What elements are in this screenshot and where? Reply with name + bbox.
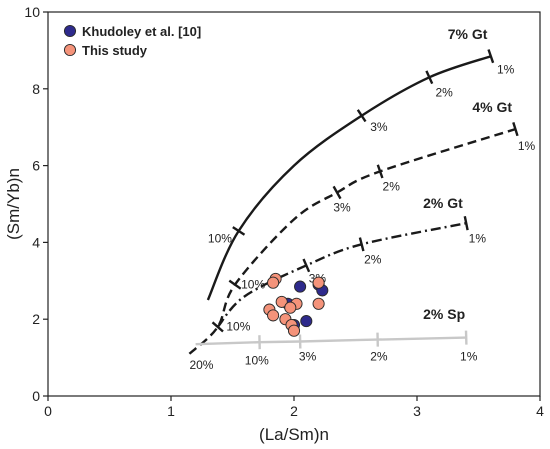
curve-tick-label-2-gt-2: 2% bbox=[364, 253, 382, 267]
y-tick-label-2: 4 bbox=[32, 234, 40, 250]
point-khudoley-5 bbox=[300, 315, 313, 328]
curve-tick-label-7-gt-2: 2% bbox=[435, 85, 453, 99]
curve-7-gt bbox=[206, 55, 492, 301]
curve-tick-label-4-gt-3: 1% bbox=[518, 139, 536, 153]
legend-label-0: Khudoley et al. [10] bbox=[82, 24, 201, 39]
curve-tick-label-2-sp-0: 10% bbox=[245, 354, 269, 368]
curve-4-gt bbox=[188, 127, 516, 355]
axes-layer: 0 1 2 3 4 0 2 4 6 8 10 (La/Sm)n (Sm/Yb)n bbox=[4, 4, 544, 444]
y-axis-title: (Sm/Yb)n bbox=[4, 168, 23, 240]
curve-tick-4-gt-1 bbox=[332, 185, 342, 200]
curve-tick-7-gt-2 bbox=[425, 70, 434, 85]
y-tick-label-4: 8 bbox=[32, 81, 40, 97]
curve-tick-2-gt-1 bbox=[302, 258, 311, 273]
y-tick-label-0: 0 bbox=[32, 388, 40, 404]
x-axis-title: (La/Sm)n bbox=[259, 425, 329, 444]
curve-tick-4-gt-3 bbox=[512, 122, 519, 137]
point-this-study-7 bbox=[267, 309, 280, 322]
curve-label-4-gt: 4% Gt bbox=[472, 99, 512, 115]
curve-tick-label-2-sp-1: 3% bbox=[299, 350, 317, 364]
curve-tick-label-7-gt-0: 10% bbox=[208, 231, 232, 245]
curve-tick-7-gt-3 bbox=[487, 49, 495, 64]
points-layer bbox=[263, 272, 329, 337]
legend-label-1: This study bbox=[82, 43, 148, 58]
curve-tick-2-gt-2 bbox=[358, 237, 365, 252]
curve-tick-7-gt-0 bbox=[232, 226, 246, 236]
point-this-study-11 bbox=[284, 301, 297, 314]
curve-tick-label-4-gt-2: 2% bbox=[383, 180, 401, 194]
legend: Khudoley et al. [10] This study bbox=[63, 24, 201, 58]
curves-layer: 10% 3% 2% 1% 7% Gt 10% 3% 2% 1% 4% Gt 10% 3% 2% 1% 2% … bbox=[188, 26, 536, 372]
point-this-study-3 bbox=[275, 295, 288, 308]
curve-tick-label-2-sp-3: 1% bbox=[460, 350, 478, 364]
legend-marker-1 bbox=[63, 43, 77, 57]
curve-label-2-sp: 2% Sp bbox=[423, 306, 465, 322]
curve-tick-4-gt-2 bbox=[376, 164, 384, 179]
x-tick-label-2: 2 bbox=[290, 403, 298, 419]
x-tick-label-4: 4 bbox=[536, 403, 544, 419]
curve-tick-label-4-gt-1: 3% bbox=[333, 201, 351, 215]
curve-2-sp bbox=[195, 336, 467, 346]
curve-label-2-gt: 2% Gt bbox=[423, 195, 463, 211]
annotation-0: 20% bbox=[189, 358, 213, 372]
y-tick-label-1: 2 bbox=[32, 311, 40, 327]
curve-label-7-gt: 7% Gt bbox=[448, 26, 488, 42]
point-this-study-5 bbox=[312, 297, 325, 310]
point-khudoley-0 bbox=[294, 280, 307, 293]
curve-tick-2-gt-3 bbox=[463, 216, 469, 231]
curve-tick-label-7-gt-1: 3% bbox=[370, 120, 388, 134]
y-tick-label-3: 6 bbox=[32, 158, 40, 174]
x-tick-label-0: 0 bbox=[44, 403, 52, 419]
y-tick-label-5: 10 bbox=[24, 4, 40, 20]
curve-tick-2-gt-0 bbox=[211, 321, 224, 333]
point-this-study-1 bbox=[267, 276, 280, 289]
curve-tick-4-gt-0 bbox=[228, 279, 242, 290]
curve-tick-label-2-gt-3: 1% bbox=[469, 231, 487, 245]
curve-tick-7-gt-1 bbox=[356, 109, 367, 123]
curve-tick-label-2-sp-2: 2% bbox=[370, 350, 388, 364]
point-this-study-2 bbox=[312, 276, 325, 289]
curve-tick-label-7-gt-3: 1% bbox=[497, 62, 515, 76]
x-tick-label-1: 1 bbox=[167, 403, 175, 419]
curve-tick-label-2-gt-0: 10% bbox=[226, 320, 250, 334]
legend-marker-0 bbox=[63, 24, 77, 38]
curve-tick-label-4-gt-0: 10% bbox=[241, 277, 265, 291]
point-this-study-10 bbox=[287, 324, 301, 337]
x-tick-label-3: 3 bbox=[413, 403, 421, 419]
